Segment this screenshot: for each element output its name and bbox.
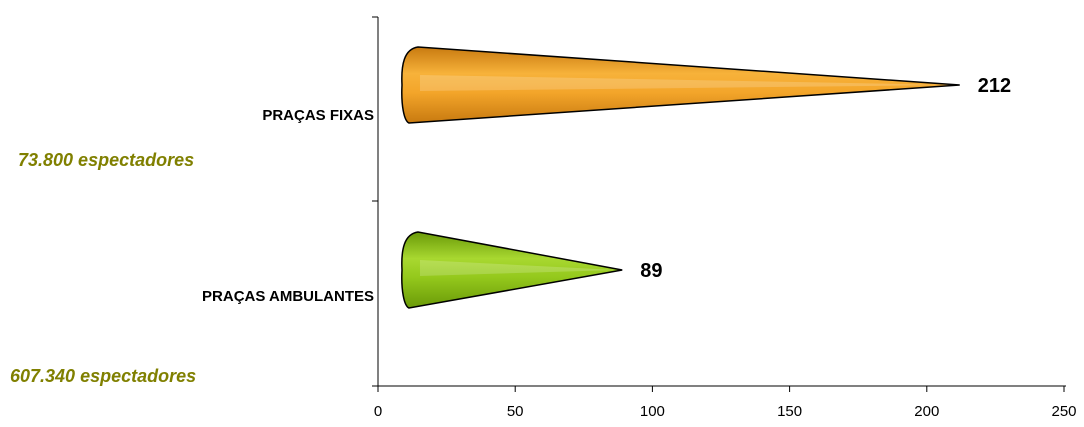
annotation-ambulantes-spectators: 607.340 espectadores <box>10 366 196 386</box>
bar-highlight-0 <box>420 75 954 91</box>
bar-1 <box>401 231 623 309</box>
x-tick-label: 200 <box>914 403 939 420</box>
x-tick-label: 50 <box>507 403 524 420</box>
x-tick-label: 0 <box>374 403 382 420</box>
annotation-fixas-spectators: 73.800 espectadores <box>18 150 194 170</box>
x-tick-label: 250 <box>1051 403 1076 420</box>
bars-layer <box>401 46 960 309</box>
x-ticks-layer: 0 50 100 150 200 250 <box>374 386 1077 420</box>
bar-highlight-1 <box>420 260 617 276</box>
x-tick-label: 150 <box>777 403 802 420</box>
value-labels-layer: 212 89 <box>640 75 1011 282</box>
category-label-ambulantes: PRAÇAS AMBULANTES <box>202 288 374 305</box>
x-tick-label: 100 <box>640 403 665 420</box>
value-label-0: 212 <box>978 75 1011 97</box>
category-label-fixas: PRAÇAS FIXAS <box>262 107 374 124</box>
bar-0 <box>401 46 960 124</box>
value-label-1: 89 <box>640 260 662 282</box>
